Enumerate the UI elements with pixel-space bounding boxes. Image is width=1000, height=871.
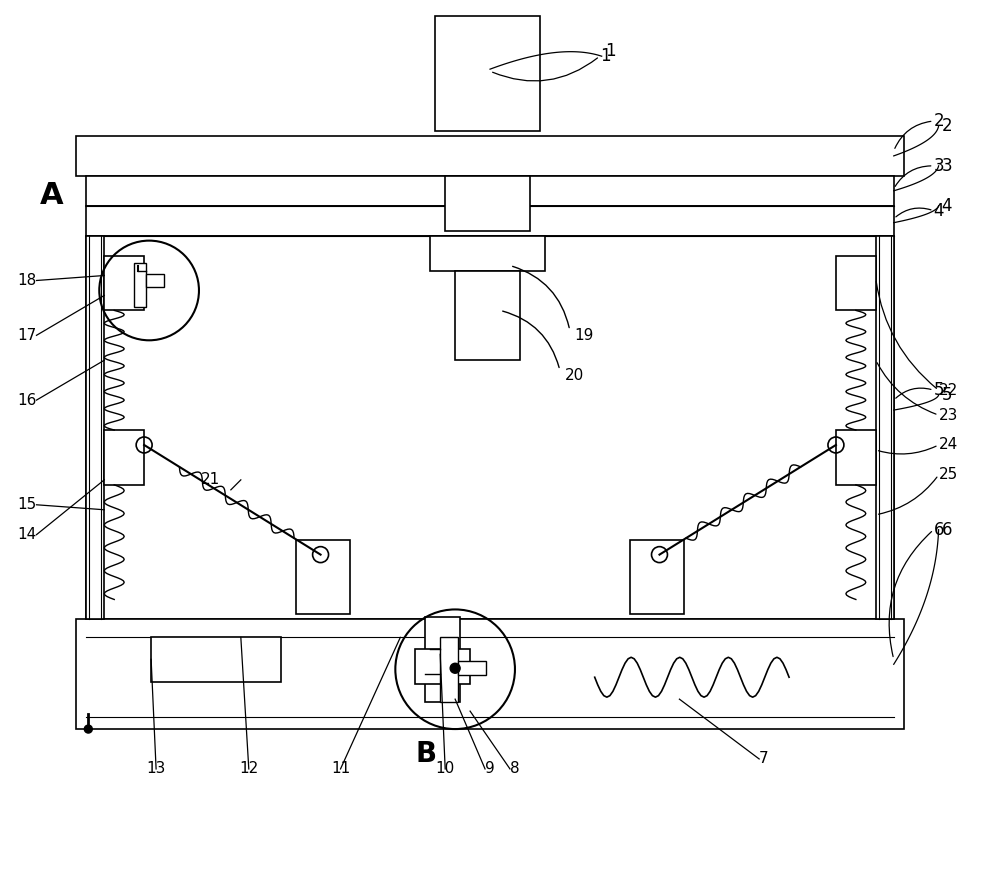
Bar [296,540,350,614]
Bar [455,271,520,361]
Bar [458,661,486,675]
Text: 11: 11 [331,761,350,776]
Bar [134,262,146,307]
Text: 10: 10 [436,761,455,776]
Bar [86,176,894,206]
Text: 14: 14 [17,527,36,542]
Bar [836,430,876,485]
Text: 2: 2 [934,112,944,130]
Bar [76,136,904,176]
Text: B: B [415,740,436,768]
Bar [146,273,164,287]
Bar [151,638,281,682]
Bar [76,619,904,729]
Text: 4: 4 [942,197,952,215]
Bar [86,236,894,619]
Text: 18: 18 [17,273,36,288]
Bar [440,638,458,702]
Text: 6: 6 [934,521,944,538]
Text: 6: 6 [942,521,952,538]
Text: 15: 15 [17,497,36,512]
Text: 8: 8 [510,761,520,776]
Text: 5: 5 [942,386,952,404]
Text: 3: 3 [942,157,952,175]
Text: 16: 16 [17,393,36,408]
Bar [836,255,876,310]
Text: 19: 19 [575,327,594,343]
Text: 24: 24 [939,437,958,452]
Bar [425,618,460,702]
Circle shape [450,664,460,673]
Bar [104,430,144,485]
Bar [415,649,470,685]
Text: 13: 13 [146,761,166,776]
Text: 9: 9 [485,761,495,776]
Text: 1: 1 [605,42,615,60]
Text: 4: 4 [934,202,944,219]
Bar [430,236,545,271]
Text: 23: 23 [939,408,958,422]
Text: 17: 17 [17,327,36,343]
Text: 25: 25 [939,468,958,483]
Text: 22: 22 [939,382,958,398]
Text: 3: 3 [934,157,944,175]
Bar [86,236,104,619]
Text: A: A [39,181,63,210]
Text: 2: 2 [942,117,952,135]
Text: 7: 7 [759,752,769,766]
Circle shape [84,725,92,733]
Bar [104,255,144,310]
Bar [630,540,684,614]
Bar [876,236,894,619]
Text: 5: 5 [934,381,944,399]
Text: 21: 21 [201,472,220,488]
Text: 20: 20 [565,368,584,382]
Bar [435,17,540,131]
Text: 1: 1 [600,47,610,65]
Bar [445,176,530,231]
Bar [86,206,894,236]
Text: 12: 12 [239,761,258,776]
